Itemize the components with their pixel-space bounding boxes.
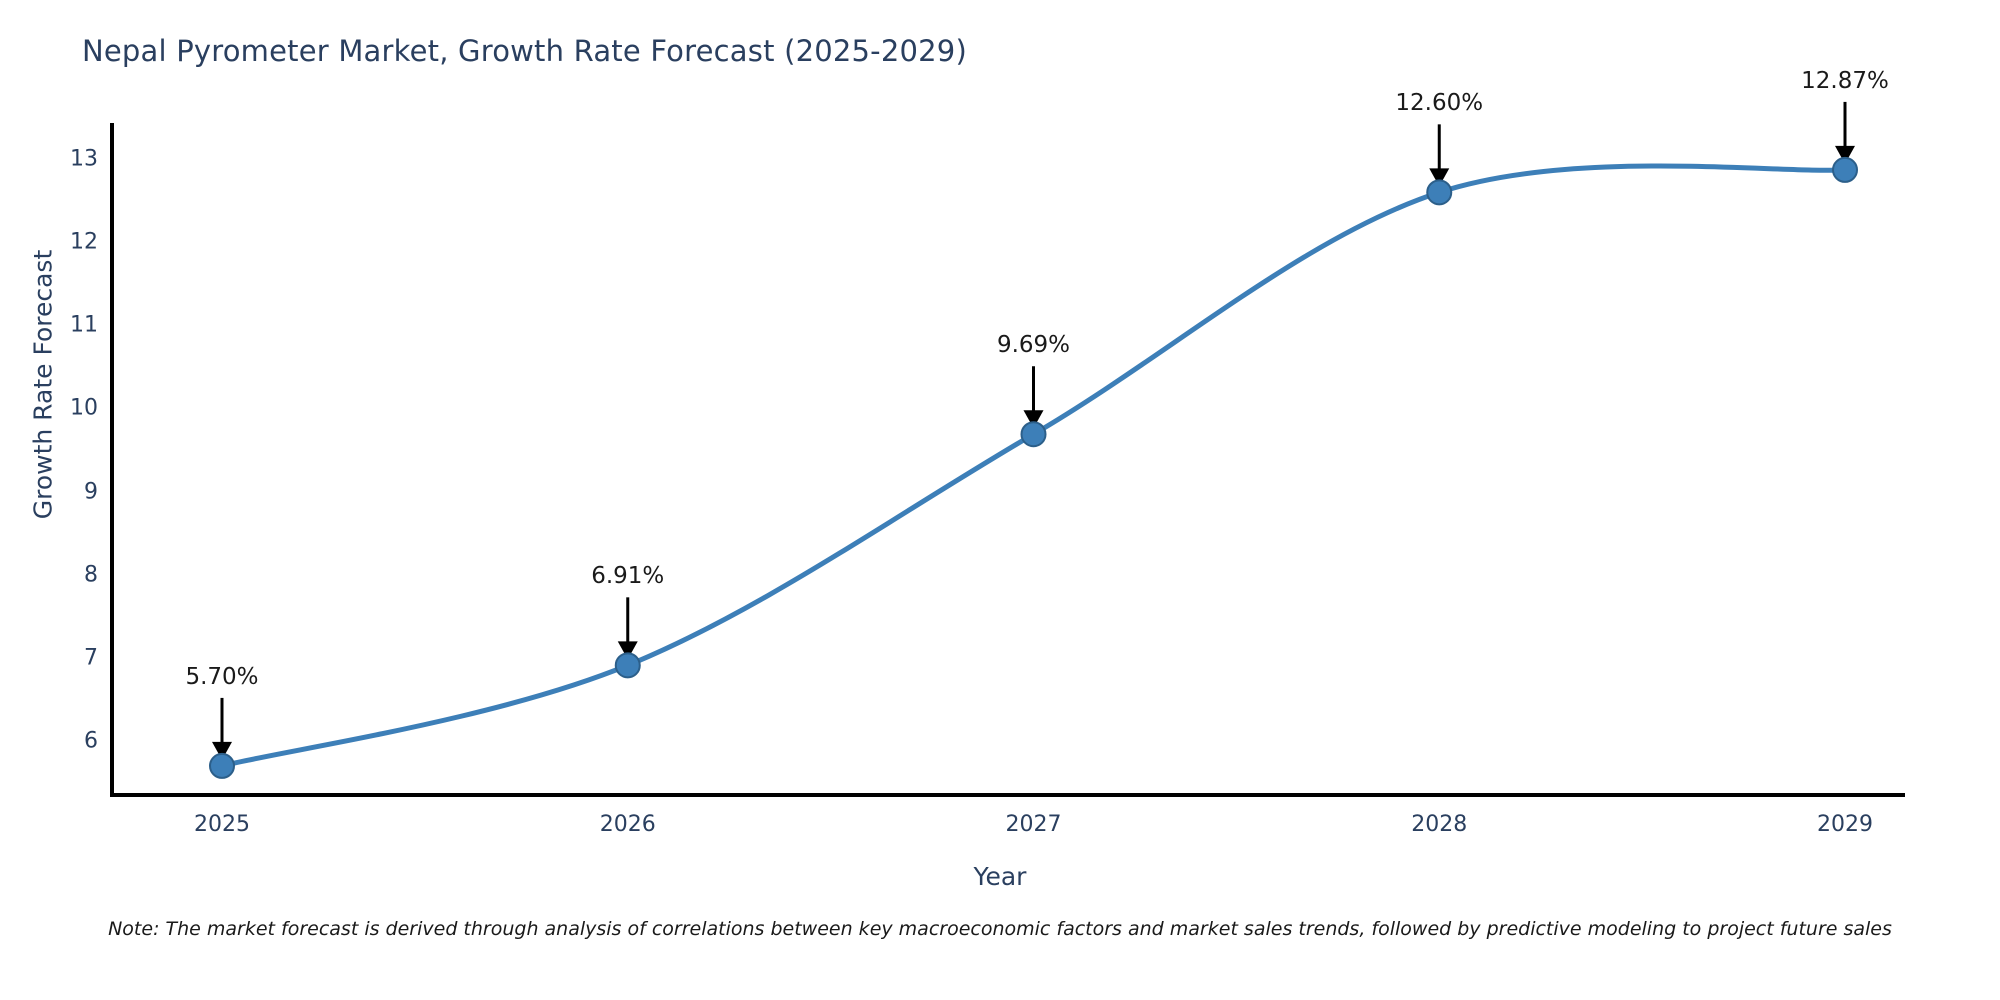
y-axis-tick-label: 11 bbox=[70, 312, 98, 338]
x-axis-title-text: Year bbox=[973, 862, 1027, 891]
x-axis-tick-label: 2027 bbox=[1005, 812, 1062, 837]
data-point-label: 12.87% bbox=[1801, 67, 1889, 94]
x-axis-tick-label: 2029 bbox=[1817, 812, 1873, 837]
data-point-label: 6.91% bbox=[591, 563, 665, 590]
x-axis-tick-label: 2025 bbox=[194, 812, 250, 837]
y-axis-tick-label: 13 bbox=[70, 146, 98, 172]
y-axis-tick-label: 6 bbox=[84, 728, 98, 754]
x-axis-tick-label: 2026 bbox=[599, 812, 656, 837]
data-point-label: 12.60% bbox=[1395, 90, 1484, 117]
axis-spines bbox=[110, 123, 1905, 797]
chart-title: Nepal Pyrometer Market, Growth Rate Fore… bbox=[82, 34, 967, 68]
data-point-label: 9.69% bbox=[996, 332, 1071, 359]
chart-footnote: Note: The market forecast is derived thr… bbox=[108, 918, 1892, 940]
annotation-arrows bbox=[212, 101, 1855, 760]
y-axis-tick-label: 7 bbox=[84, 645, 98, 671]
y-axis-tick-label: 9 bbox=[84, 479, 98, 505]
x-axis-tick-label: 2028 bbox=[1411, 812, 1468, 837]
y-axis-tick-labels: 6 7 8 9 10 11 12 13 bbox=[38, 0, 98, 1000]
forecast-line bbox=[219, 163, 1848, 769]
data-point-label: 5.70% bbox=[185, 663, 259, 690]
x-axis-title: Year bbox=[0, 862, 2000, 891]
y-axis-tick-label: 8 bbox=[84, 562, 98, 588]
y-axis-tick-label: 10 bbox=[70, 395, 98, 421]
data-point-markers bbox=[209, 156, 1858, 779]
y-axis-tick-label: 12 bbox=[70, 229, 98, 255]
